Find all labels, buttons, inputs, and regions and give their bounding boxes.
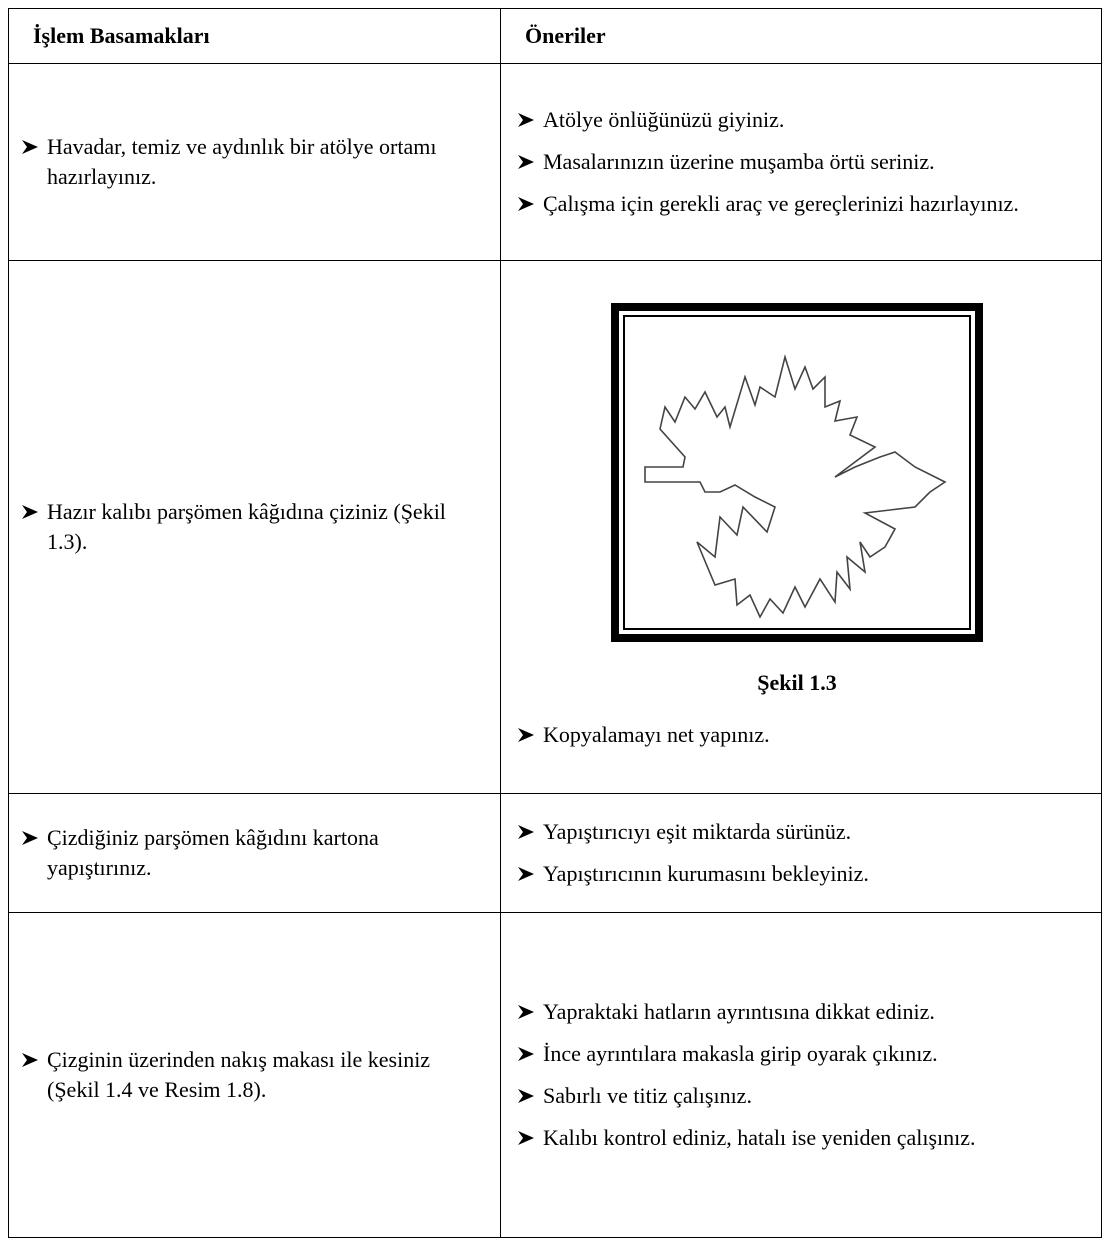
step-text: Çizginin üzerinden nakış makası ile kesi…	[47, 1047, 431, 1102]
suggestion: Masalarınızın üzerine muşamba örtü serin…	[543, 149, 935, 174]
table-cell: Atölye önlüğünüzü giyiniz. Masalarınızın…	[500, 63, 1102, 261]
list-item: Çizdiğiniz parşömen kâğıdını kartona yap…	[21, 823, 476, 883]
bullet-arrow	[518, 1089, 534, 1103]
header-cell: Öneriler	[500, 8, 1102, 64]
table-cell: Havadar, temiz ve aydınlık bir atölye or…	[8, 63, 501, 261]
list-item: Atölye önlüğünüzü giyiniz.	[517, 105, 1093, 135]
list-item: Yapraktaki hatların ayrıntısına dikkat e…	[517, 997, 1093, 1027]
table-row: Hazır kalıbı parşömen kâğıdına çiziniz (…	[8, 260, 1102, 794]
bullet-arrow	[518, 155, 534, 169]
suggestion: Kopyalamayı net yapınız.	[543, 721, 770, 747]
bullet-arrow	[518, 867, 534, 881]
bullet-arrow	[518, 825, 534, 839]
list-item: Havadar, temiz ve aydınlık bir atölye or…	[21, 132, 476, 192]
list-item: Kalıbı kontrol ediniz, hatalı ise yenide…	[517, 1123, 1093, 1153]
bullet-arrow	[22, 505, 38, 519]
bullet-arrow	[518, 113, 534, 127]
table-cell: Çizdiğiniz parşömen kâğıdını kartona yap…	[8, 793, 501, 913]
step-text: Hazır kalıbı parşömen kâğıdına çiziniz (…	[47, 499, 446, 554]
table-cell	[623, 314, 971, 630]
suggestion: Çalışma için gerekli araç ve gereçlerini…	[543, 191, 1019, 216]
suggestion: Kalıbı kontrol ediniz, hatalı ise yenide…	[543, 1125, 976, 1150]
bullet-arrow	[518, 1131, 534, 1145]
step-text: Havadar, temiz ve aydınlık bir atölye or…	[47, 134, 437, 189]
leaf-drawing	[644, 353, 947, 619]
steps-table: İşlem Basamakları Öneriler Havadar, temi…	[8, 8, 1102, 1238]
list-item: Hazır kalıbı parşömen kâğıdına çiziniz (…	[21, 497, 476, 557]
list-item: Sabırlı ve titiz çalışınız.	[517, 1081, 1093, 1111]
bullet-arrow	[518, 197, 534, 211]
suggestion: Sabırlı ve titiz çalışınız.	[543, 1083, 752, 1108]
list-item: Masalarınızın üzerine muşamba örtü serin…	[517, 147, 1093, 177]
table-cell: Yapıştırıcıyı eşit miktarda sürünüz. Yap…	[500, 793, 1102, 913]
table-cell: Hazır kalıbı parşömen kâğıdına çiziniz (…	[8, 260, 501, 794]
table-row: İşlem Basamakları Öneriler	[8, 8, 1102, 64]
figure-frame	[611, 302, 983, 642]
figure-caption: Şekil 1.3	[757, 669, 837, 695]
bullet-arrow	[518, 1005, 534, 1019]
bullet-arrow	[518, 1047, 534, 1061]
table-cell: Yapraktaki hatların ayrıntısına dikkat e…	[500, 912, 1102, 1238]
suggestion: İnce ayrıntılara makasla girip oyarak çı…	[543, 1041, 938, 1066]
table-row: Çizginin üzerinden nakış makası ile kesi…	[8, 912, 1102, 1238]
suggestion: Yapıştırıcıyı eşit miktarda sürünüz.	[543, 819, 852, 844]
list-item: İnce ayrıntılara makasla girip oyarak çı…	[517, 1039, 1093, 1069]
table-cell: Şekil 1.3 Kopyalamayı net yapınız.	[500, 260, 1102, 794]
table-row: Havadar, temiz ve aydınlık bir atölye or…	[8, 63, 1102, 261]
header-cell: İşlem Basamakları	[8, 8, 501, 64]
bullet-arrow	[22, 140, 38, 154]
list-item: Çizginin üzerinden nakış makası ile kesi…	[21, 1045, 476, 1105]
list-item: Kopyalamayı net yapınız.	[501, 720, 1093, 750]
suggestion: Atölye önlüğünüzü giyiniz.	[543, 107, 785, 132]
suggestion: Yapıştırıcının kurumasını bekleyiniz.	[543, 861, 869, 886]
table-cell: Çizginin üzerinden nakış makası ile kesi…	[8, 912, 501, 1238]
step-text: Çizdiğiniz parşömen kâğıdını kartona yap…	[47, 825, 379, 880]
bullet-arrow	[518, 727, 534, 742]
table-row: Çizdiğiniz parşömen kâğıdını kartona yap…	[8, 793, 1102, 913]
list-item: Çalışma için gerekli araç ve gereçlerini…	[517, 189, 1093, 219]
suggestion: Yapraktaki hatların ayrıntısına dikkat e…	[543, 999, 935, 1024]
bullet-arrow	[22, 1053, 38, 1067]
list-item: Yapıştırıcıyı eşit miktarda sürünüz.	[517, 817, 1093, 847]
list-item: Yapıştırıcının kurumasını bekleyiniz.	[517, 859, 1093, 889]
bullet-arrow	[22, 831, 38, 845]
